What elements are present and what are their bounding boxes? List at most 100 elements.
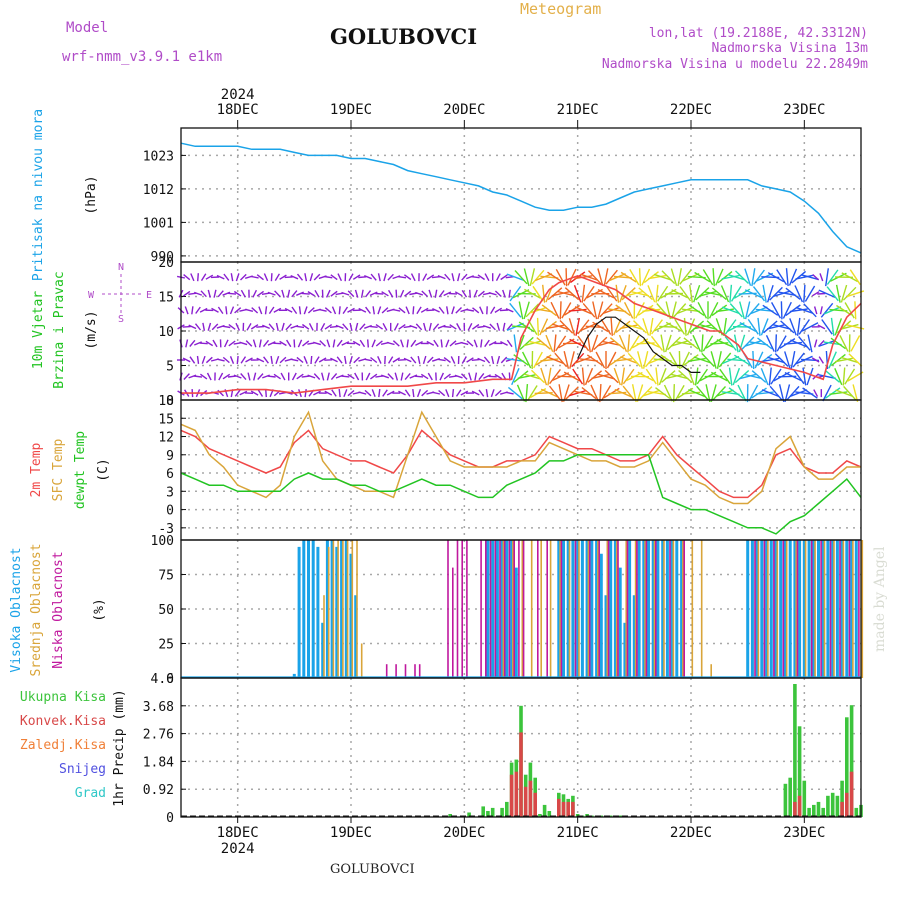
wind-barb (769, 286, 783, 301)
wind-barb (398, 390, 406, 396)
wind-barb (449, 324, 457, 330)
wind-barb (671, 289, 689, 299)
wind-barb (461, 373, 468, 380)
wind-barb (341, 341, 350, 346)
wind-barb (648, 306, 666, 315)
wind-barb (693, 284, 701, 303)
wind-barb (380, 374, 390, 379)
wind-barb (331, 306, 337, 315)
precip-bar (854, 807, 859, 817)
wind-barb (655, 367, 659, 386)
wind-barb (625, 290, 644, 297)
wind-barb (303, 356, 308, 364)
precip-legend-item: Snijeg (59, 762, 106, 777)
wind-barb (258, 306, 263, 315)
footer-location: GOLUBOVCI (330, 862, 415, 877)
wind-barb (344, 355, 347, 365)
wind-barb (564, 287, 580, 301)
wind-barb (414, 291, 424, 296)
wind-barb (433, 339, 439, 348)
wind-barb (477, 274, 486, 281)
wind-barb (257, 389, 264, 397)
ylabel-pressure: Pritisak na nivou mora (31, 109, 46, 281)
wind-barb (234, 307, 242, 314)
wind-barb (760, 367, 769, 386)
wind-barb (673, 384, 675, 403)
wind-barb (842, 286, 857, 301)
wind-barb (200, 273, 207, 281)
wind-barb (472, 307, 480, 314)
wind-barb (207, 289, 211, 298)
wind-barb (674, 384, 685, 402)
wind-barb (488, 292, 497, 296)
day-label-top: 18DEC (217, 102, 259, 118)
wind-barb (460, 390, 469, 396)
wind-barb (337, 273, 343, 282)
precip-bar (566, 801, 570, 817)
wind-barb (324, 275, 333, 279)
wind-barb (395, 289, 398, 298)
wind-barb (591, 373, 610, 380)
wind-barb (830, 337, 847, 350)
wind-barb (680, 351, 690, 369)
wind-barb (762, 304, 779, 316)
wind-barb (638, 386, 653, 401)
lonlat-label: lon,lat (19.2188E, 42.3312N) (648, 26, 868, 41)
wind-barb (364, 290, 372, 298)
wind-barb (191, 306, 194, 315)
precip-bar (500, 807, 504, 817)
wind-barb (338, 389, 341, 398)
wind-barb (694, 271, 711, 283)
wind-barb (641, 268, 651, 286)
wind-barb (539, 318, 549, 336)
wind-barb (304, 273, 308, 282)
wind-barb (195, 306, 201, 314)
wind-barb (631, 384, 637, 403)
precip-bars (448, 684, 863, 817)
wind-barb (650, 335, 664, 352)
wind-barb (642, 351, 649, 369)
wind-barb (347, 389, 355, 397)
wind-barb (835, 284, 841, 303)
wind-barb (766, 284, 774, 303)
wind-barb (715, 268, 724, 286)
y-tick-label: 1001 (143, 216, 174, 231)
wind-barb (218, 372, 224, 381)
wind-barb (822, 384, 832, 402)
y-tick-label: 990 (151, 250, 174, 265)
wind-barb (403, 357, 412, 363)
wind-barb (772, 290, 791, 298)
ylabel-sfc: SFC Temp (51, 439, 66, 502)
day-label-top: 19DEC (330, 102, 372, 118)
wind-barb (644, 352, 658, 368)
wind-barb (313, 390, 321, 396)
precip-bar (571, 801, 575, 817)
wind-barb (574, 306, 592, 315)
wind-barb (227, 292, 237, 295)
wind-barb (189, 356, 196, 364)
wind-barb (263, 273, 269, 282)
wind-barb (712, 268, 715, 287)
wind-barb (587, 370, 603, 383)
wind-barb (590, 384, 600, 402)
wind-barb (302, 340, 310, 347)
wind-barb (584, 367, 594, 386)
y-tick-label: 0 (166, 394, 174, 409)
wind-barb (658, 367, 667, 386)
wind-barb (296, 373, 304, 380)
wind-barb (821, 319, 833, 335)
wind-barb (785, 287, 801, 300)
wind-barb (784, 384, 791, 402)
precip-bar (821, 807, 825, 817)
wind-barb (488, 375, 497, 378)
wind-barb (655, 387, 671, 400)
wind-barb (818, 374, 836, 380)
wind-barb (794, 285, 804, 303)
wind-barb (250, 324, 259, 330)
wind-barb (375, 340, 383, 347)
wind-barb (716, 351, 722, 369)
wind-barb (732, 367, 741, 386)
wind-barb (410, 339, 417, 348)
wind-barb (499, 309, 509, 312)
wind-barb (371, 389, 376, 398)
